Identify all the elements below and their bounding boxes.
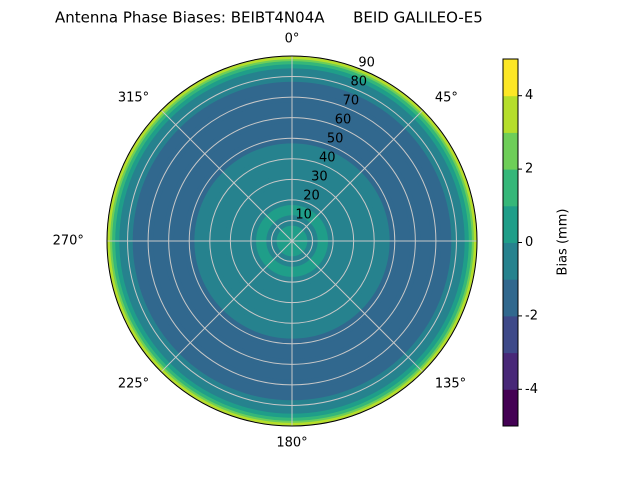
polar-frame bbox=[106, 55, 478, 427]
grid-spoke bbox=[291, 109, 424, 242]
colorbar-band bbox=[503, 352, 518, 390]
grid-spoke bbox=[160, 240, 293, 373]
r-tick-label: 40 bbox=[319, 150, 336, 165]
theta-tick-label: 270° bbox=[53, 234, 84, 249]
r-tick-label: 70 bbox=[343, 93, 360, 108]
r-tick-label: 50 bbox=[327, 131, 344, 146]
colorbar-band bbox=[503, 242, 518, 280]
r-tick-label: 10 bbox=[295, 207, 312, 222]
theta-tick-label: 225° bbox=[118, 376, 149, 391]
colorbar-tick-label: 2 bbox=[525, 162, 533, 177]
colorbar: -4 -2 0 2 4 Bias (mm) bbox=[497, 58, 571, 427]
colorbar-band bbox=[503, 169, 518, 207]
grid-spoke bbox=[160, 109, 293, 242]
theta-tick-label: 315° bbox=[118, 91, 149, 106]
grid-spoke bbox=[291, 240, 424, 373]
theta-tick-label: 45° bbox=[435, 91, 458, 106]
theta-tick-label: 0° bbox=[285, 32, 300, 47]
colorbar-label: Bias (mm) bbox=[556, 209, 571, 276]
colorbar-band bbox=[503, 132, 518, 170]
colorbar-tick-label: 0 bbox=[525, 235, 533, 250]
theta-tick-label: 135° bbox=[435, 376, 466, 391]
r-tick-label: 80 bbox=[350, 74, 367, 89]
colorbar-band bbox=[503, 95, 518, 133]
polar-plot: 1020304050607080900°45°90°135°180°225°27… bbox=[53, 32, 523, 451]
colorbar-band bbox=[503, 279, 518, 317]
chart-title: Antenna Phase Biases: BEIBT4N04A BEID GA… bbox=[55, 9, 483, 27]
colorbar-band bbox=[503, 205, 518, 243]
colorbar-tick-label: -2 bbox=[525, 308, 538, 323]
colorbar-band bbox=[503, 389, 518, 427]
r-tick-label: 30 bbox=[311, 169, 328, 184]
r-tick-label: 20 bbox=[303, 188, 320, 203]
r-tick-label: 90 bbox=[358, 55, 375, 70]
colorbar-tick-label: 4 bbox=[525, 88, 533, 103]
theta-tick-label: 180° bbox=[276, 436, 307, 451]
colorbar-band bbox=[503, 59, 518, 97]
r-tick-label: 60 bbox=[335, 112, 352, 127]
colorbar-tick-label: -4 bbox=[525, 382, 538, 397]
colorbar-band bbox=[503, 315, 518, 354]
